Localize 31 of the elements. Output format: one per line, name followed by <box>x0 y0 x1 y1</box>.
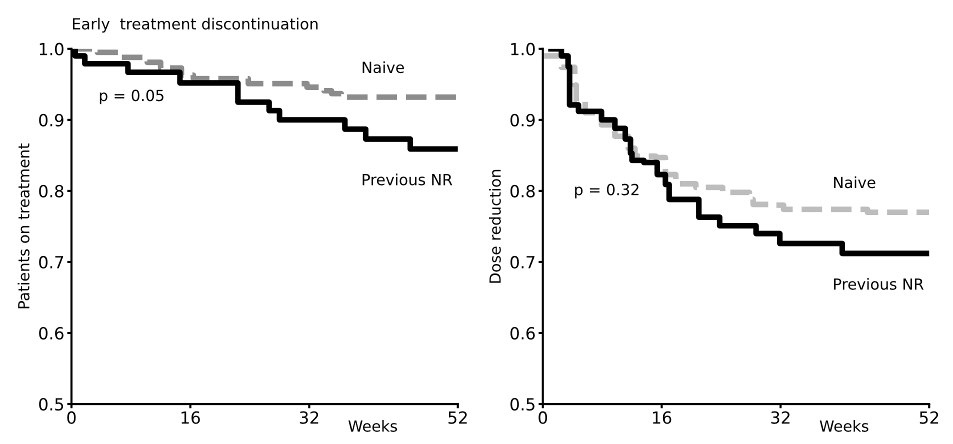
chart-title: Early treatment discontinuation <box>72 18 318 33</box>
y-tick-label: 0.7 <box>510 256 534 269</box>
series-label: Previous NR <box>362 174 452 186</box>
y-tick-label: 0.8 <box>510 184 535 198</box>
y-tick-label: 0.9 <box>510 114 535 126</box>
x-tick-label: 32 <box>771 411 790 424</box>
annotation: p = 0.05 <box>100 90 164 104</box>
x-tick-label: 16 <box>182 411 200 424</box>
y-tick-label: 0.9 <box>39 114 64 126</box>
y-tick-label: 0.5 <box>510 398 534 411</box>
y-tick-label: 0.6 <box>510 326 535 340</box>
x-tick-label: 32 <box>300 411 318 424</box>
x-tick-label: 52 <box>448 411 467 424</box>
x-tick-label: 0 <box>67 411 76 424</box>
series-label: Previous NR <box>834 278 924 290</box>
y-axis-title: Dose reduction <box>489 170 501 283</box>
x-axis-title: Weeks <box>348 420 397 432</box>
y-tick-label: 0.8 <box>39 184 64 198</box>
series-label: Naive <box>834 176 876 188</box>
y-axis-title: Patients on treatment <box>18 144 30 308</box>
y-tick-label: 1.0 <box>511 42 535 56</box>
x-tick-label: 0 <box>538 411 548 424</box>
y-tick-label: 1.0 <box>40 42 64 56</box>
series-label: Naive <box>362 61 404 74</box>
x-axis-title: Weeks <box>820 420 868 432</box>
x-tick-label: 52 <box>920 411 938 424</box>
y-tick-label: 0.6 <box>39 326 64 340</box>
annotation: p = 0.32 <box>575 184 638 198</box>
y-tick-label: 0.5 <box>39 398 64 411</box>
x-tick-label: 16 <box>652 411 672 424</box>
y-tick-label: 0.7 <box>39 256 64 269</box>
